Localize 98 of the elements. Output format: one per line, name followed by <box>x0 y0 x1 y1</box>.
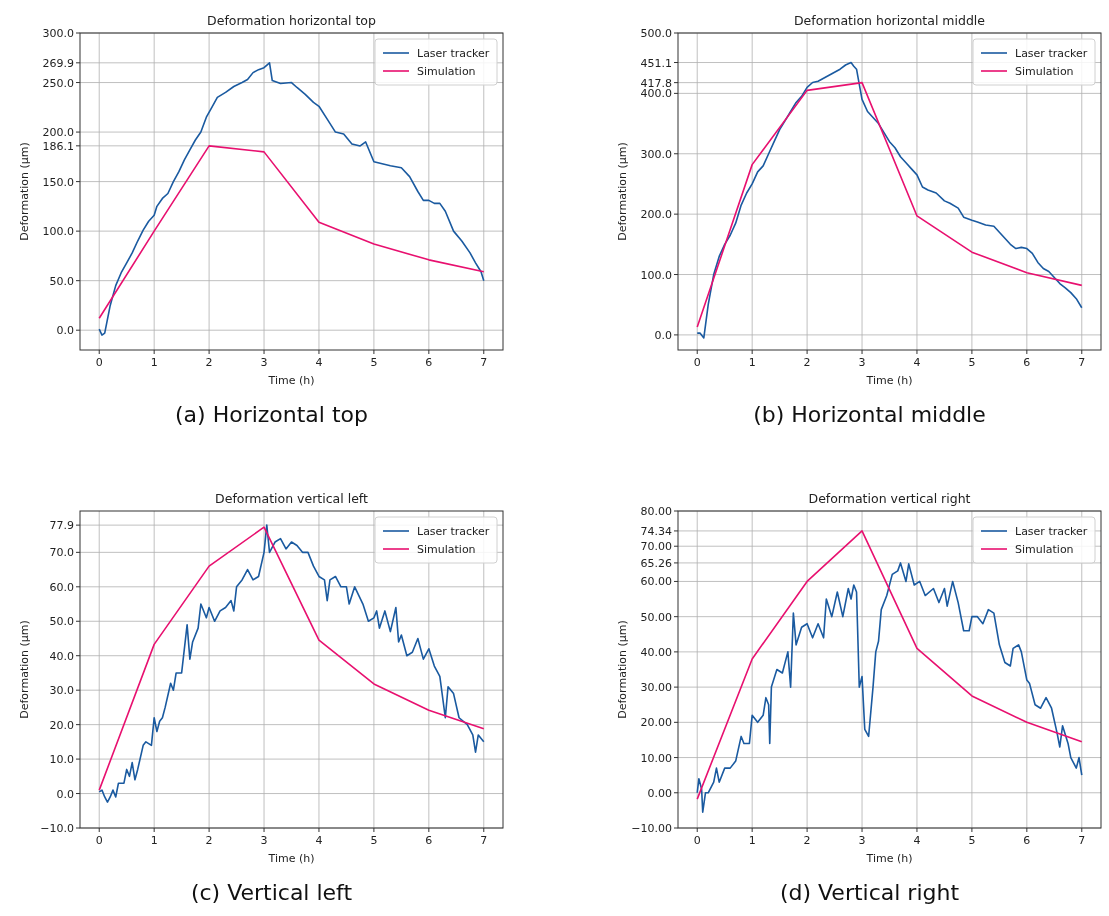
x-tick-label: 5 <box>968 356 976 369</box>
x-tick-label: 4 <box>913 834 921 847</box>
y-tick-label: 40.00 <box>640 645 672 659</box>
y-tick-label: −10.0 <box>40 822 74 835</box>
y-tick-label: −10.00 <box>631 822 672 835</box>
y-tick-label: 60.00 <box>640 575 672 589</box>
x-tick-label: 2 <box>803 834 811 847</box>
x-tick-label: 0 <box>693 356 701 369</box>
x-tick-label: 7 <box>1078 356 1086 369</box>
y-axis-title: Deformation (µm) <box>616 620 629 719</box>
y-tick-label: 0.00 <box>647 786 672 800</box>
x-tick-label: 5 <box>370 834 378 847</box>
x-tick-label: 5 <box>968 834 976 847</box>
x-tick-label: 0 <box>693 834 701 847</box>
chart-title: Deformation vertical left <box>215 491 369 506</box>
x-tick-label: 2 <box>803 356 811 369</box>
y-tick-label: 50.0 <box>49 615 74 629</box>
x-tick-label: 3 <box>858 834 866 847</box>
y-tick-label: 70.0 <box>49 546 74 560</box>
x-tick-label: 5 <box>370 356 378 369</box>
y-tick-label: 10.00 <box>640 751 672 765</box>
y-tick-label: 74.34 <box>640 524 672 538</box>
x-tick-label: 3 <box>858 356 866 369</box>
x-tick-label: 0 <box>95 834 103 847</box>
y-tick-label: 0.0 <box>56 787 74 801</box>
chart-title: Deformation vertical right <box>808 491 971 506</box>
x-axis-title: Time (h) <box>865 852 913 865</box>
x-tick-label: 4 <box>315 834 323 847</box>
x-tick-label: 7 <box>480 834 488 847</box>
x-tick-label: 1 <box>150 356 158 369</box>
y-axis-title: Deformation (µm) <box>18 142 31 241</box>
y-tick-label: 417.8 <box>640 76 672 90</box>
x-axis-title: Time (h) <box>267 374 315 387</box>
y-tick-label: 0.0 <box>654 328 672 342</box>
y-tick-label: 300.0 <box>640 147 672 161</box>
y-tick-label: 20.00 <box>640 716 672 730</box>
y-tick-label: 0.0 <box>56 324 74 338</box>
y-tick-label: 500.0 <box>640 27 672 40</box>
x-tick-label: 1 <box>748 356 756 369</box>
x-axis-title: Time (h) <box>267 852 315 865</box>
x-tick-label: 3 <box>260 356 268 369</box>
y-tick-label: 100.0 <box>42 225 74 239</box>
legend-label: Simulation <box>417 65 476 78</box>
y-tick-label: 300.0 <box>42 27 74 40</box>
y-tick-label: 65.26 <box>640 556 672 570</box>
y-tick-label: 30.00 <box>640 681 672 695</box>
text: (c) Vertical left <box>190 880 353 905</box>
y-tick-label: 50.0 <box>49 274 74 288</box>
legend-label: Laser tracker <box>1015 525 1088 538</box>
chart-title: Deformation horizontal middle <box>793 13 986 28</box>
x-tick-label: 0 <box>95 356 103 369</box>
y-tick-label: 70.00 <box>640 540 672 554</box>
x-tick-label: 4 <box>315 356 323 369</box>
x-tick-label: 4 <box>913 356 921 369</box>
y-tick-label: 77.9 <box>49 519 74 533</box>
y-tick-label: 200.0 <box>640 208 672 222</box>
line-series <box>696 562 1083 813</box>
y-tick-label: 186.1 <box>42 139 74 153</box>
x-tick-label: 2 <box>205 834 213 847</box>
y-tick-label: 100.0 <box>640 268 672 282</box>
legend-label: Simulation <box>417 543 476 556</box>
x-tick-label: 7 <box>1078 834 1086 847</box>
x-tick-label: 6 <box>1023 834 1031 847</box>
x-tick-label: 2 <box>205 356 213 369</box>
line-series <box>98 145 485 320</box>
y-tick-label: 30.0 <box>49 684 74 698</box>
x-tick-label: 7 <box>480 356 488 369</box>
x-tick-label: 3 <box>260 834 268 847</box>
x-tick-label: 6 <box>425 356 433 369</box>
y-tick-label: 400.0 <box>640 87 672 101</box>
chart-title: Deformation horizontal top <box>207 13 376 28</box>
legend-label: Simulation <box>1015 65 1074 78</box>
x-tick-label: 6 <box>425 834 433 847</box>
legend-label: Laser tracker <box>1015 47 1088 60</box>
line-series <box>98 62 485 336</box>
y-tick-label: 250.0 <box>42 76 74 90</box>
y-tick-label: 269.9 <box>42 56 74 70</box>
y-tick-label: 40.0 <box>49 649 74 663</box>
legend-label: Laser tracker <box>417 47 490 60</box>
y-tick-label: 50.00 <box>640 610 672 624</box>
y-tick-label: 10.0 <box>49 753 74 767</box>
y-tick-label: 200.0 <box>42 126 74 140</box>
y-tick-label: 80.00 <box>640 505 672 518</box>
text: (a) Horizontal top <box>174 402 369 427</box>
y-tick-label: 451.1 <box>640 56 672 70</box>
y-tick-label: 60.0 <box>49 580 74 594</box>
text: (d) Vertical right <box>779 880 960 905</box>
x-tick-label: 1 <box>748 834 756 847</box>
y-axis-title: Deformation (µm) <box>18 620 31 719</box>
x-axis-title: Time (h) <box>865 374 913 387</box>
y-tick-label: 150.0 <box>42 175 74 189</box>
x-tick-label: 6 <box>1023 356 1031 369</box>
y-axis-title: Deformation (µm) <box>616 142 629 241</box>
legend-label: Simulation <box>1015 543 1074 556</box>
y-tick-label: 20.0 <box>49 718 74 732</box>
legend-label: Laser tracker <box>417 525 490 538</box>
text: (b) Horizontal middle <box>753 402 986 427</box>
x-tick-label: 1 <box>150 834 158 847</box>
